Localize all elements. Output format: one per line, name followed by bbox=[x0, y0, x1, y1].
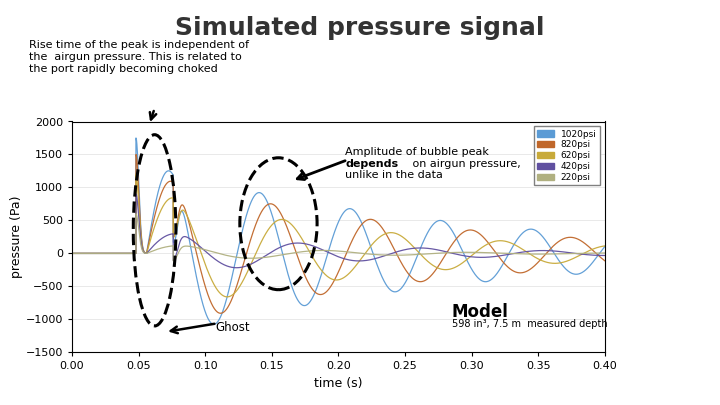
Legend: 1020psi, 820psi, 620psi, 420psi, 220psi: 1020psi, 820psi, 620psi, 420psi, 220psi bbox=[534, 126, 600, 185]
Text: Amplitude of bubble peak: Amplitude of bubble peak bbox=[345, 147, 489, 157]
Text: on airgun pressure,: on airgun pressure, bbox=[409, 159, 521, 169]
Text: Model: Model bbox=[451, 303, 508, 321]
Text: unlike in the data: unlike in the data bbox=[345, 170, 443, 180]
Text: Ghost: Ghost bbox=[216, 321, 251, 334]
Text: 598 in³, 7.5 m  measured depth: 598 in³, 7.5 m measured depth bbox=[451, 320, 607, 329]
Text: Simulated pressure signal: Simulated pressure signal bbox=[175, 16, 545, 40]
Text: depends: depends bbox=[345, 159, 398, 169]
Text: Rise time of the peak is independent of
the  airgun pressure. This is related to: Rise time of the peak is independent of … bbox=[29, 40, 249, 74]
X-axis label: time (s): time (s) bbox=[314, 377, 363, 390]
Y-axis label: pressure (Pa): pressure (Pa) bbox=[10, 196, 23, 278]
